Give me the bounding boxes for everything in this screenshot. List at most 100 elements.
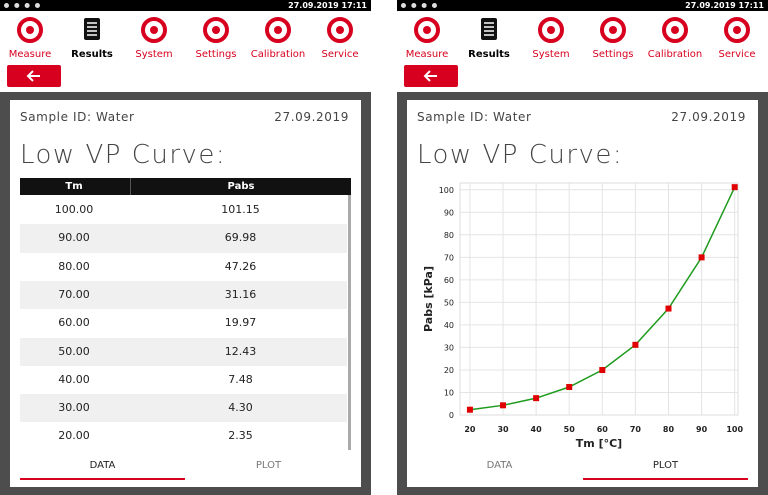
y-tick-label: 20 — [444, 366, 454, 375]
table-row: 40.00 7.48 — [20, 365, 347, 395]
x-tick-label: 60 — [597, 425, 609, 434]
y-tick-label: 80 — [444, 231, 454, 240]
table-cell: 47.26 — [224, 259, 257, 273]
nav-item[interactable]: System — [521, 12, 581, 64]
marker — [731, 184, 738, 191]
nav-label: Results — [71, 49, 113, 60]
table-cell: 20.00 — [58, 429, 90, 443]
y-tick-label: 0 — [449, 411, 454, 420]
plot-border — [459, 182, 739, 416]
data-table: Tm Pabs 100.00 101.15 90.00 69.98 80.00 47.26 70… — [20, 178, 351, 451]
table-row: 30.00 4.30 — [20, 394, 347, 423]
table-cell: 100.00 — [54, 203, 94, 216]
nav-item[interactable]: Service — [310, 12, 370, 64]
x-tick-label: 70 — [630, 425, 642, 434]
nav-item[interactable]: Calibration — [248, 12, 308, 64]
table-cell: 70.00 — [58, 287, 90, 301]
sample-date: 27.09.2019 — [274, 110, 349, 124]
table-cell: 101.15 — [221, 203, 260, 216]
nav-icon — [724, 17, 750, 43]
marker — [698, 254, 705, 261]
x-tick-label: 100 — [726, 425, 743, 434]
column-header: Pabs — [130, 178, 351, 195]
table-cell: 60.00 — [58, 316, 90, 330]
heading: Low VP Curve: — [20, 140, 227, 170]
nav-icon — [414, 17, 440, 43]
y-tick-label: 10 — [444, 388, 454, 397]
table-cell: 40.00 — [58, 372, 90, 386]
nav-item[interactable]: Results — [459, 12, 519, 64]
table-cell: 4.30 — [228, 401, 253, 415]
back-button[interactable] — [404, 65, 458, 87]
marker — [466, 406, 473, 413]
table-row: 70.00 31.16 — [20, 280, 347, 310]
nav-icon — [265, 17, 291, 43]
table-row: 60.00 19.97 — [20, 309, 347, 338]
nav-label: Calibration — [647, 49, 703, 60]
table-cell: 90.00 — [58, 231, 90, 245]
nav-icon — [203, 17, 229, 43]
marker — [566, 384, 573, 391]
nav-item[interactable]: System — [124, 12, 184, 64]
nav-item[interactable]: Service — [707, 12, 767, 64]
status-time: 27.09.2019 17:11 — [685, 1, 764, 10]
y-tick-label: 60 — [444, 276, 454, 285]
y-tick-label: 70 — [444, 253, 454, 262]
nav-label: Measure — [8, 49, 52, 60]
x-tick-label: 80 — [663, 425, 675, 434]
table-cell: 69.98 — [224, 231, 257, 245]
tab[interactable]: DATA — [486, 460, 513, 471]
y-tick-label: 40 — [444, 321, 454, 330]
nav-icon — [141, 17, 167, 43]
status-icons — [4, 3, 40, 8]
y-tick-label: 30 — [444, 343, 454, 352]
marker — [632, 341, 639, 348]
marker — [533, 395, 540, 402]
back-button[interactable] — [7, 65, 61, 87]
marker — [599, 367, 606, 374]
y-tick-label: 90 — [444, 208, 454, 217]
table-cell: 2.35 — [228, 429, 253, 443]
tab[interactable]: DATA — [20, 455, 185, 480]
table-row: 50.00 12.43 — [20, 337, 347, 366]
y-tick-label: 100 — [439, 186, 454, 195]
table-row: 20.00 2.35 — [20, 422, 347, 451]
marker — [665, 305, 672, 312]
table-row: 90.00 69.98 — [20, 224, 347, 253]
tab[interactable]: PLOT — [255, 460, 282, 471]
card: Sample ID: Water 27.09.2019 Low VP Curve: D… — [10, 100, 361, 487]
nav-icon — [662, 17, 688, 43]
back-arrow — [423, 70, 437, 82]
x-tick-label: 50 — [564, 425, 576, 434]
nav-icon — [600, 17, 626, 43]
table-row: 80.00 47.26 — [20, 252, 347, 281]
table-cell: 30.00 — [58, 401, 90, 415]
nav-item[interactable]: Settings — [583, 12, 643, 64]
nav-label: Calibration — [250, 49, 306, 60]
x-tick-label: 90 — [696, 425, 708, 434]
nav-item[interactable]: Settings — [186, 12, 246, 64]
scrollbar — [348, 195, 351, 450]
x-tick-label: 20 — [464, 425, 476, 434]
column-header: Tm — [65, 181, 83, 192]
marker — [500, 402, 507, 409]
tab[interactable]: PLOT — [583, 455, 748, 480]
y-tick-label: 50 — [444, 298, 454, 307]
nav-item[interactable]: Calibration — [645, 12, 705, 64]
nav-item[interactable]: Results — [62, 12, 122, 64]
card: Sample ID: Water 27.09.2019 Low VP Curve: D… — [407, 100, 758, 487]
nav-icon — [17, 17, 43, 43]
back-arrow — [26, 70, 40, 82]
sample-date: 27.09.2019 — [671, 110, 746, 124]
nav-item[interactable]: Measure — [0, 12, 60, 64]
heading: Low VP Curve: — [417, 140, 624, 170]
nav-item[interactable]: Measure — [397, 12, 457, 64]
nav-label: Service — [321, 49, 359, 60]
nav-icon — [538, 17, 564, 43]
nav-label: Service — [718, 49, 756, 60]
nav-icon — [84, 18, 100, 40]
status-bar: 27.09.2019 17:11 — [397, 0, 768, 11]
table-header: Tm Pabs — [20, 178, 351, 195]
table-cell: 19.97 — [224, 316, 257, 330]
